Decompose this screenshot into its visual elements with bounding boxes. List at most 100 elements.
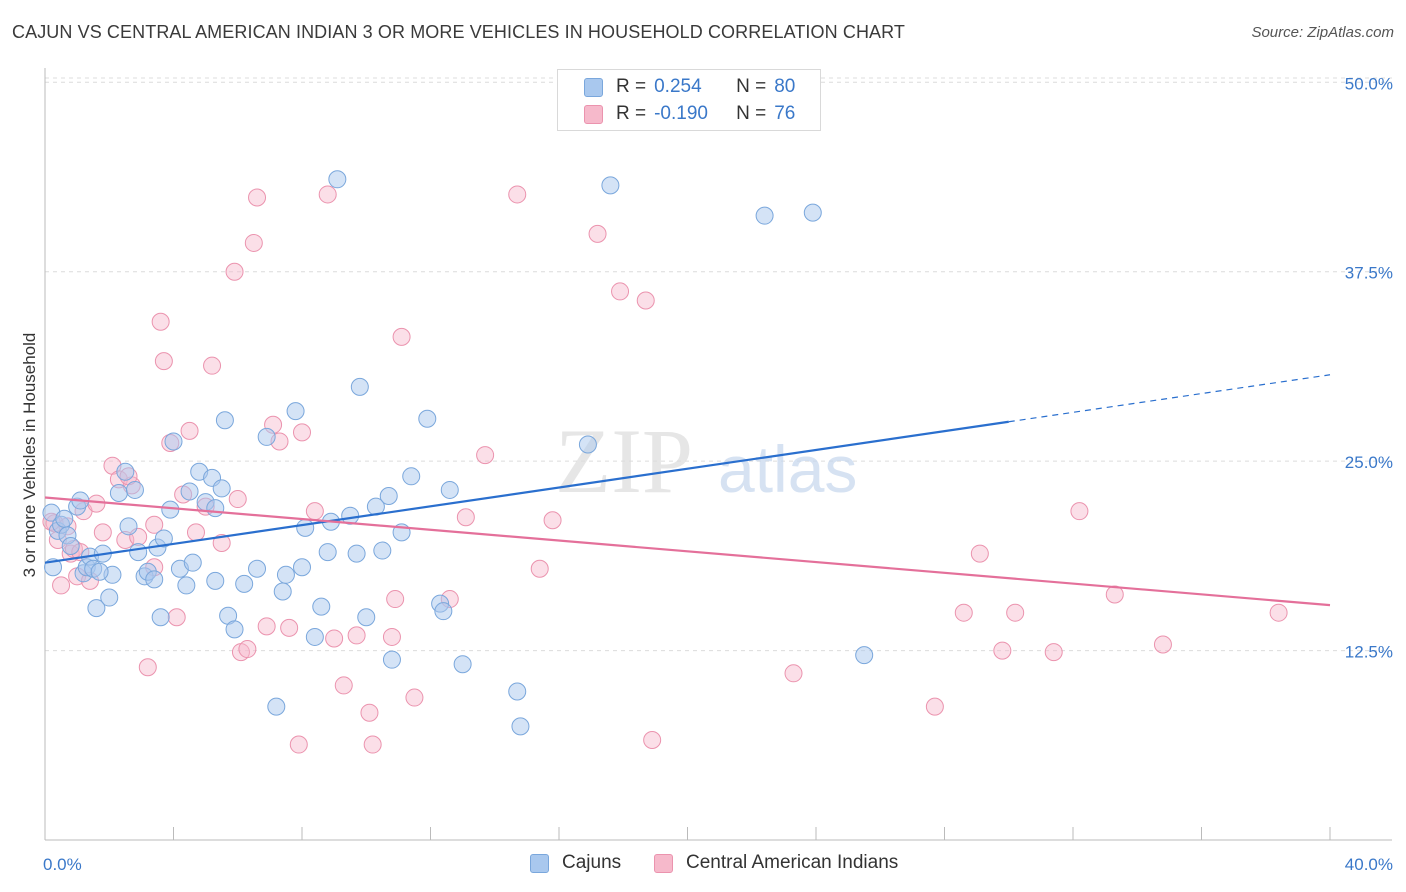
data-point-cajuns xyxy=(379,487,398,506)
data-point-cajuns xyxy=(145,570,164,589)
data-point-cajuns xyxy=(347,544,366,563)
data-point-cajuns xyxy=(305,627,324,646)
y-tick-label: 12.5% xyxy=(1345,643,1393,662)
data-point-central-american-indians xyxy=(238,640,257,659)
data-point-central-american-indians xyxy=(167,608,186,627)
data-point-cajuns xyxy=(418,409,437,428)
data-point-cajuns xyxy=(402,467,421,486)
data-point-central-american-indians xyxy=(203,356,222,375)
data-point-central-american-indians xyxy=(360,703,379,722)
x-tick-label: 40.0% xyxy=(1345,855,1393,874)
data-point-central-american-indians xyxy=(52,576,71,595)
data-point-central-american-indians xyxy=(87,494,106,513)
legend-item-central-american-indians[interactable]: Central American Indians xyxy=(654,852,898,874)
data-point-central-american-indians xyxy=(382,627,401,646)
data-point-central-american-indians xyxy=(180,421,199,440)
data-point-central-american-indians xyxy=(244,233,263,252)
y-axis-title: 3 or more Vehicles in Household xyxy=(20,332,39,578)
legend-item-cajuns[interactable]: Cajuns xyxy=(530,852,621,874)
data-point-central-american-indians xyxy=(405,688,424,707)
data-point-central-american-indians xyxy=(325,629,344,648)
data-point-central-american-indians xyxy=(1153,635,1172,654)
x-tick-label: 0.0% xyxy=(43,855,82,874)
series-legend: Cajuns Central American Indians xyxy=(0,852,1406,878)
data-point-cajuns xyxy=(180,482,199,501)
data-point-cajuns xyxy=(206,499,225,518)
y-tick-label: 25.0% xyxy=(1345,453,1393,472)
data-point-cajuns xyxy=(328,170,347,189)
data-point-central-american-indians xyxy=(925,697,944,716)
data-point-cajuns xyxy=(286,402,305,421)
data-point-central-american-indians xyxy=(228,490,247,509)
data-point-cajuns xyxy=(90,562,109,581)
data-point-central-american-indians xyxy=(543,511,562,530)
data-point-cajuns xyxy=(318,543,337,562)
data-point-cajuns xyxy=(755,206,774,225)
data-point-cajuns xyxy=(508,682,527,701)
data-point-cajuns xyxy=(312,597,331,616)
data-point-central-american-indians xyxy=(954,603,973,622)
data-point-cajuns xyxy=(453,655,472,674)
data-point-cajuns xyxy=(151,608,170,627)
data-point-cajuns xyxy=(434,602,453,621)
trend-line-cajuns-extension xyxy=(1008,374,1331,423)
data-point-central-american-indians xyxy=(154,352,173,371)
data-point-cajuns xyxy=(235,574,254,593)
data-point-central-american-indians xyxy=(386,590,405,609)
y-tick-label: 37.5% xyxy=(1345,264,1393,283)
data-point-central-american-indians xyxy=(289,735,308,754)
data-point-cajuns xyxy=(183,553,202,572)
legend-n-label: N = xyxy=(736,76,767,97)
data-point-central-american-indians xyxy=(293,423,311,442)
watermark: ZIP atlas xyxy=(555,410,857,512)
data-point-central-american-indians xyxy=(784,664,803,683)
data-point-cajuns xyxy=(855,646,874,665)
watermark-zip: ZIP xyxy=(555,410,693,512)
data-point-central-american-indians xyxy=(347,626,366,645)
data-point-cajuns xyxy=(87,599,106,618)
legend-item-label: Central American Indians xyxy=(686,852,899,873)
data-point-cajuns xyxy=(225,620,244,639)
chart-source: Source: ZipAtlas.com xyxy=(1251,24,1394,41)
data-point-cajuns xyxy=(601,176,620,195)
legend-row-cajuns: R = 0.254 N = 80 xyxy=(584,75,795,99)
data-point-cajuns xyxy=(177,576,196,595)
data-point-central-american-indians xyxy=(212,533,231,552)
data-point-central-american-indians xyxy=(1070,502,1089,521)
legend-n-label: N = xyxy=(736,103,767,124)
data-point-central-american-indians xyxy=(530,559,549,578)
trend-line-central-american-indians xyxy=(44,496,1331,607)
data-point-cajuns xyxy=(109,483,128,502)
data-point-central-american-indians xyxy=(138,658,157,677)
data-point-cajuns xyxy=(61,537,80,556)
tick-labels: 12.5% 25.0% 37.5% 50.0% 0.0% 40.0% xyxy=(43,74,1393,874)
data-point-cajuns xyxy=(440,480,459,499)
legend-r-value: 0.254 xyxy=(654,76,702,97)
data-point-cajuns xyxy=(161,500,180,519)
data-point-central-american-indians xyxy=(225,262,244,281)
correlation-legend: R = 0.254 N = 80 R = -0.190 N = 76 xyxy=(557,69,821,131)
data-point-cajuns xyxy=(357,608,376,627)
data-point-cajuns xyxy=(119,517,138,536)
data-point-cajuns xyxy=(293,558,311,577)
data-point-central-american-indians xyxy=(363,735,382,754)
data-point-cajuns xyxy=(276,565,295,584)
data-point-central-american-indians xyxy=(1006,603,1025,622)
data-point-cajuns xyxy=(125,480,144,499)
data-point-central-american-indians xyxy=(476,446,495,465)
legend-row-central-american-indians: R = -0.190 N = 76 xyxy=(584,102,795,126)
trend-lines xyxy=(44,374,1331,607)
legend-swatch-pink xyxy=(584,104,603,124)
data-point-cajuns xyxy=(257,427,276,446)
series-cajuns xyxy=(42,170,874,736)
data-point-central-american-indians xyxy=(993,641,1012,660)
gridlines xyxy=(45,77,1392,652)
data-point-central-american-indians xyxy=(186,523,205,542)
legend-swatch-blue xyxy=(530,853,549,873)
data-point-cajuns xyxy=(100,588,119,607)
legend-n-value: 80 xyxy=(774,76,796,97)
data-point-cajuns xyxy=(116,462,135,481)
chart-title: CAJUN VS CENTRAL AMERICAN INDIAN 3 OR MO… xyxy=(12,22,906,42)
data-point-cajuns xyxy=(350,377,369,396)
